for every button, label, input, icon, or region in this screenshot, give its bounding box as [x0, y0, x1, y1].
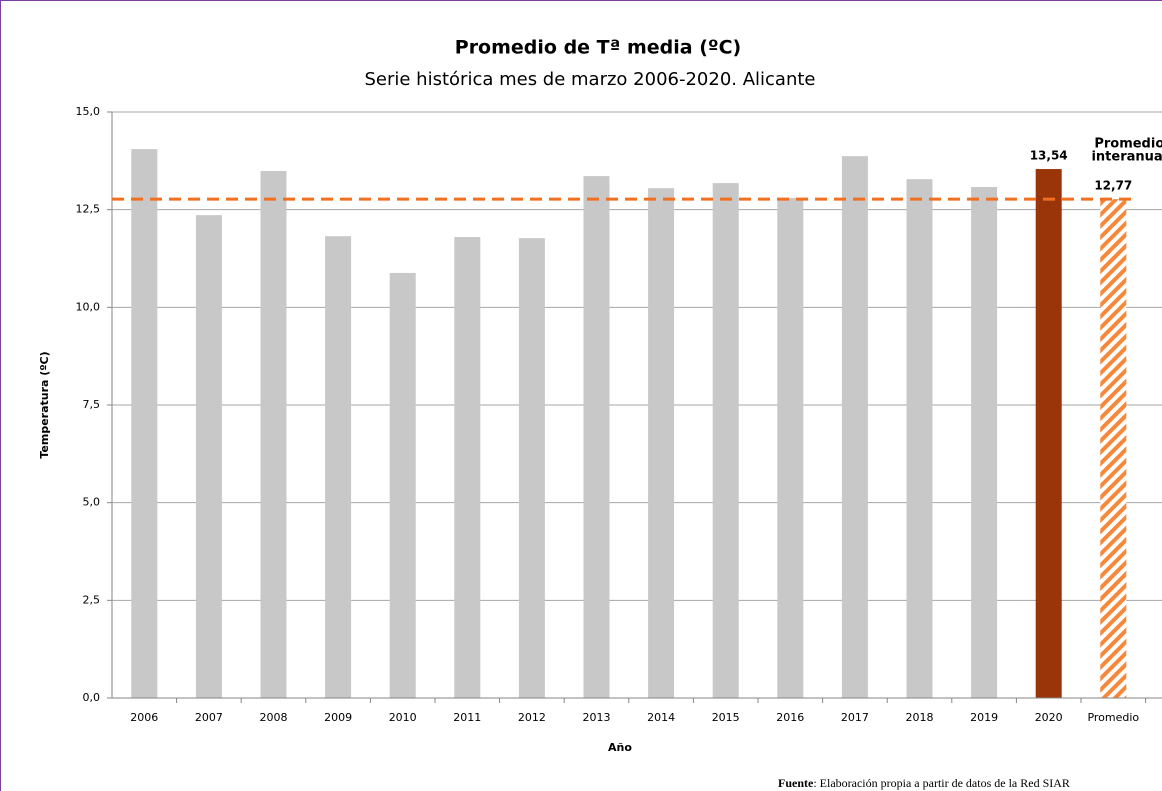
x-tick-label: 2015	[712, 711, 740, 724]
x-tick-label: 2017	[841, 711, 869, 724]
bar	[260, 170, 287, 698]
x-tick-label: 2008	[260, 711, 288, 724]
bar	[195, 215, 222, 699]
source-label: Fuente	[778, 776, 814, 790]
x-tick-label: 2014	[647, 711, 675, 724]
bar	[777, 197, 804, 699]
x-tick-label: 2012	[518, 711, 546, 724]
x-tick-label: 2020	[1035, 711, 1063, 724]
chart-subtitle: Serie histórica mes de marzo 2006-2020. …	[364, 69, 815, 90]
bar	[906, 179, 933, 698]
x-tick-label: 2011	[453, 711, 481, 724]
x-tick-label: 2009	[324, 711, 352, 724]
y-tick-label: 0,0	[83, 691, 101, 704]
bar	[648, 188, 675, 698]
y-tick-label: 5,0	[83, 496, 101, 509]
chart-title: Promedio de Tª media (ºC)	[455, 37, 741, 59]
y-tick-label: 2,5	[83, 593, 101, 606]
bar	[1035, 169, 1062, 698]
x-tick-label: 2013	[583, 711, 611, 724]
bar	[841, 156, 868, 699]
value-label: 12,77	[1094, 179, 1132, 193]
y-tick-label: 10,0	[76, 300, 101, 313]
x-tick-label: Promedio	[1087, 711, 1139, 724]
bar	[518, 238, 545, 698]
x-tick-label: 2007	[195, 711, 223, 724]
bar	[131, 149, 158, 698]
annotation: interanual	[1091, 150, 1162, 165]
bar	[325, 236, 352, 698]
bar	[1100, 199, 1127, 699]
bar	[389, 272, 416, 698]
bar	[712, 183, 739, 699]
x-tick-label: 2006	[130, 711, 158, 724]
y-tick-label: 7,5	[83, 398, 101, 411]
x-tick-label: 2019	[970, 711, 998, 724]
bar	[971, 187, 998, 698]
y-axis-title: Temperatura (ºC)	[38, 351, 51, 458]
x-tick-label: 2016	[776, 711, 804, 724]
x-tick-label: 2018	[906, 711, 934, 724]
x-axis-title: Año	[608, 741, 632, 754]
bar	[454, 237, 481, 698]
value-label: 13,54	[1030, 149, 1068, 163]
y-tick-label: 15,0	[76, 105, 101, 118]
source: Fuente: Elaboración propia a partir de d…	[778, 776, 1070, 790]
annotation: Promedio	[1094, 137, 1162, 152]
source-text: : Elaboración propia a partir de datos d…	[813, 776, 1070, 790]
bar	[583, 176, 610, 698]
y-tick-label: 12,5	[76, 203, 101, 216]
x-tick-label: 2010	[389, 711, 417, 724]
